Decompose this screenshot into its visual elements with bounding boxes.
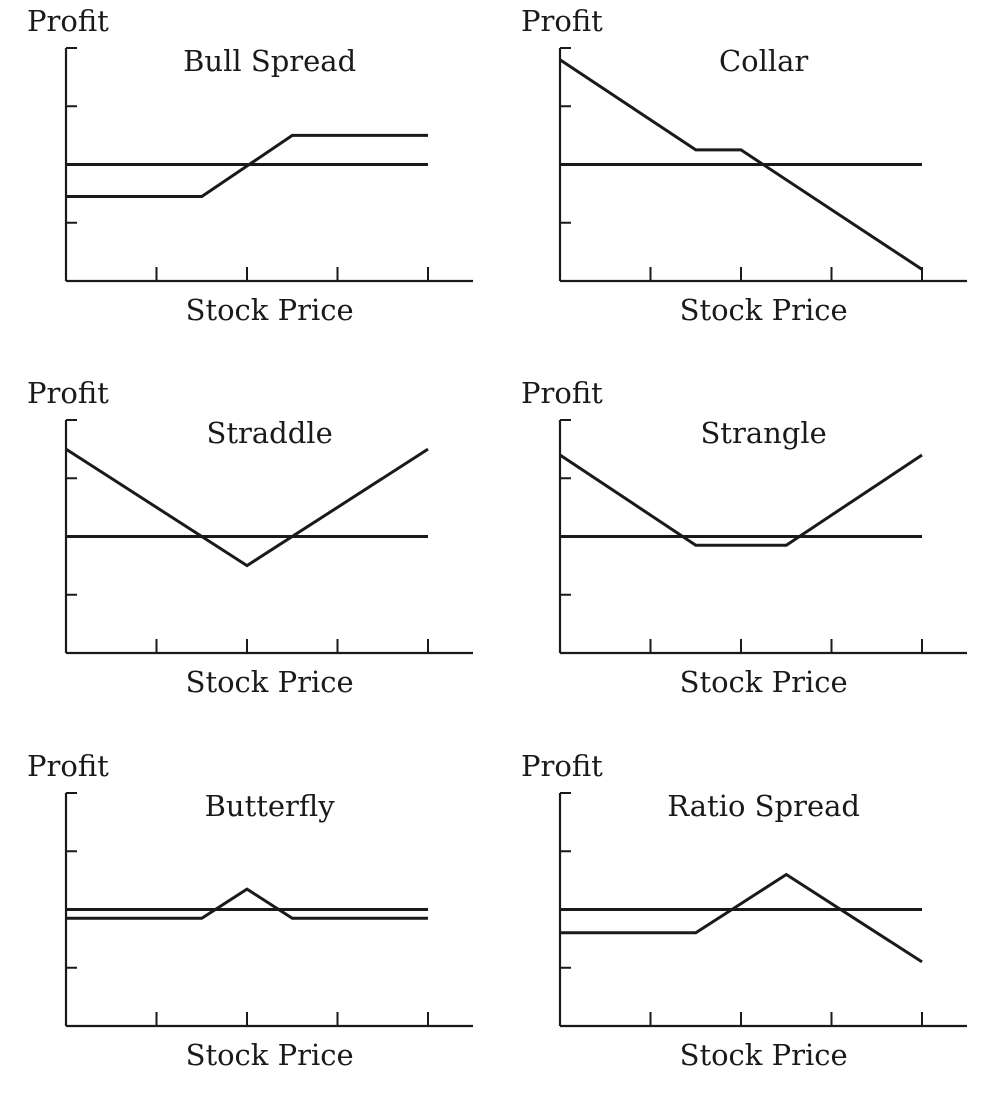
y-axis-label: Profit (521, 749, 603, 783)
payoff-line (66, 133, 428, 198)
panel-straddle: Profit Straddle Stock Price (27, 376, 473, 699)
x-axis-label: Stock Price (680, 665, 848, 699)
payoff-line (559, 453, 923, 547)
x-axis-label: Stock Price (186, 665, 354, 699)
y-axis-label: Profit (27, 749, 109, 783)
y-axis-label: Profit (521, 376, 603, 410)
payoff-line (559, 58, 923, 271)
panel-strangle: Profit Strangle Stock Price (521, 376, 967, 699)
chart-title: Collar (719, 44, 808, 78)
chart-title: Bull Spread (183, 44, 356, 78)
panel-collar: Profit Collar Stock Price (521, 4, 967, 327)
y-axis-label: Profit (27, 4, 109, 38)
panel-ratio-spread: Profit Ratio Spread Stock Price (521, 749, 967, 1072)
y-axis-label: Profit (27, 376, 109, 410)
payoff-line (560, 872, 923, 964)
y-axis-label: Profit (521, 4, 603, 38)
chart-title: Strangle (700, 416, 826, 450)
panel-bull-spread: Profit Bull Spread Stock Price (27, 4, 473, 327)
x-axis-label: Stock Price (186, 293, 354, 327)
x-axis-label: Stock Price (680, 1038, 848, 1072)
x-axis-label: Stock Price (680, 293, 848, 327)
x-axis-label: Stock Price (186, 1038, 354, 1072)
panel-butterfly: Profit Butterfly Stock Price (27, 749, 473, 1072)
payoff-line (65, 447, 429, 568)
chart-title: Straddle (207, 416, 333, 450)
payoff-line (66, 887, 428, 920)
chart-title: Ratio Spread (667, 789, 860, 823)
chart-title: Butterfly (205, 789, 336, 823)
